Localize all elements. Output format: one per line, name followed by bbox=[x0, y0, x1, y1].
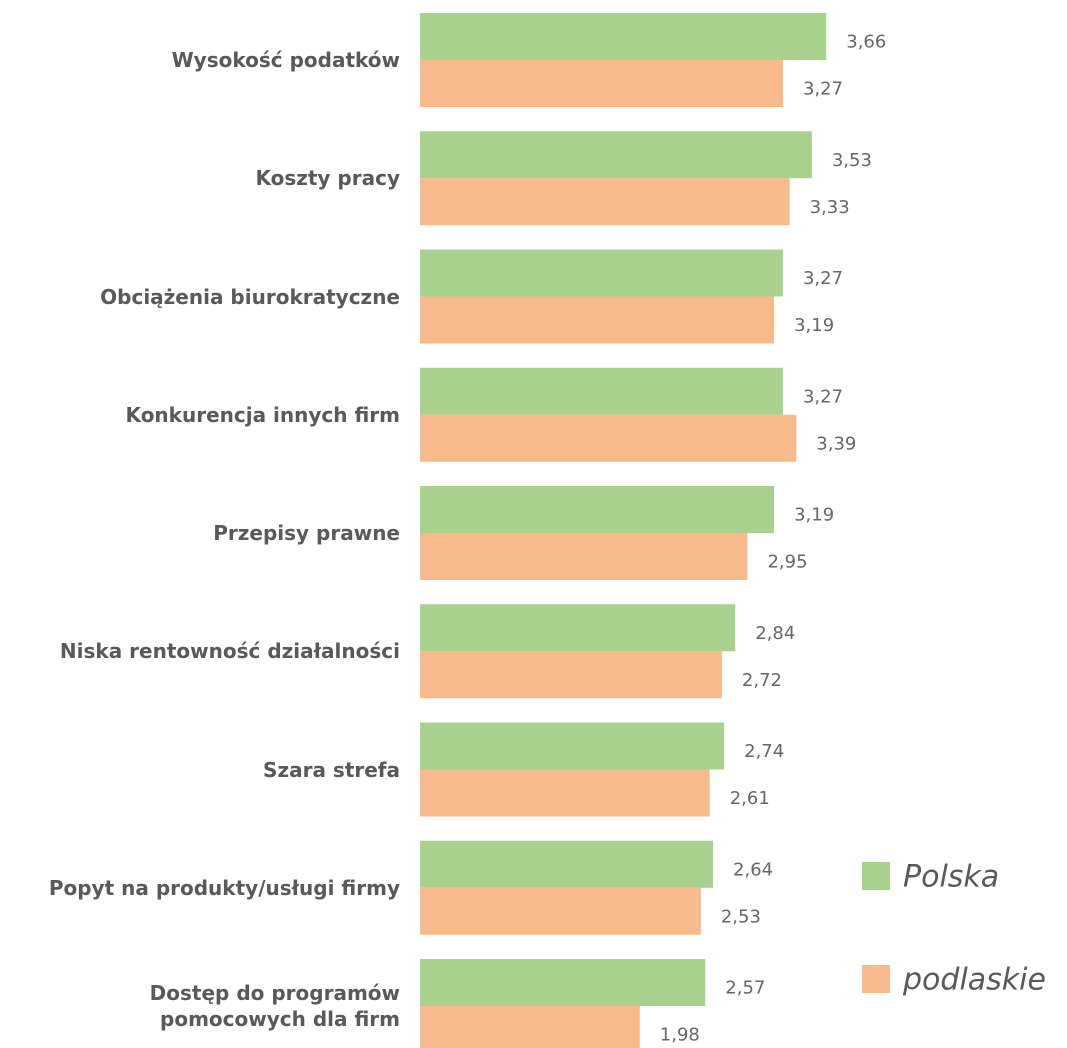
legend-label: podlaskie bbox=[902, 963, 1046, 998]
bar bbox=[420, 131, 812, 179]
category-label: Szara strefa bbox=[263, 757, 400, 782]
value-label: 3,27 bbox=[803, 79, 843, 100]
category-label: Koszty pracy bbox=[255, 166, 400, 191]
value-label: 3,39 bbox=[816, 433, 856, 454]
category-label: Wysokość podatków bbox=[171, 48, 400, 72]
legend-swatch bbox=[862, 965, 890, 993]
category-label: Obciążenia biurokratyczne bbox=[100, 284, 400, 309]
bar bbox=[420, 722, 725, 770]
value-label: 3,66 bbox=[846, 32, 886, 53]
bar bbox=[420, 249, 783, 297]
bar bbox=[420, 414, 797, 462]
value-label: 1,98 bbox=[660, 1025, 700, 1046]
bar bbox=[420, 840, 714, 888]
bar bbox=[420, 367, 783, 415]
bar bbox=[420, 1006, 640, 1048]
value-label: 2,61 bbox=[730, 788, 770, 809]
category-label: Konkurencja innych firm bbox=[125, 402, 400, 427]
value-label: 2,72 bbox=[742, 670, 782, 691]
bar bbox=[420, 296, 775, 344]
value-label: 2,64 bbox=[733, 859, 773, 880]
bar bbox=[420, 769, 710, 817]
value-label: 3,33 bbox=[810, 197, 850, 218]
value-label: 3,27 bbox=[803, 268, 843, 289]
value-label: 2,74 bbox=[744, 741, 784, 762]
value-label: 3,19 bbox=[794, 505, 834, 526]
value-label: 3,19 bbox=[794, 315, 834, 336]
legend-swatch bbox=[862, 862, 890, 890]
bar bbox=[420, 651, 722, 699]
category-label: Dostęp do programów pomocowych dla firm bbox=[149, 981, 400, 1031]
bar bbox=[420, 486, 775, 533]
bar bbox=[420, 60, 783, 107]
value-label: 3,27 bbox=[803, 386, 843, 407]
legend-label: Polska bbox=[903, 860, 999, 895]
bar bbox=[420, 533, 748, 580]
value-label: 3,53 bbox=[832, 150, 872, 171]
bar bbox=[420, 959, 706, 1006]
bar bbox=[420, 887, 701, 935]
value-label: 2,57 bbox=[725, 978, 765, 999]
category-label: Przepisy prawne bbox=[213, 521, 400, 545]
category-label: Niska rentowność działalności bbox=[59, 639, 400, 664]
value-label: 2,84 bbox=[755, 623, 795, 644]
category-label: Popyt na produkty/usługi firmy bbox=[48, 875, 400, 900]
bar bbox=[420, 13, 827, 60]
value-label: 2,95 bbox=[767, 552, 807, 573]
bar bbox=[420, 178, 790, 226]
bar bbox=[420, 604, 736, 652]
value-label: 2,53 bbox=[721, 906, 761, 927]
